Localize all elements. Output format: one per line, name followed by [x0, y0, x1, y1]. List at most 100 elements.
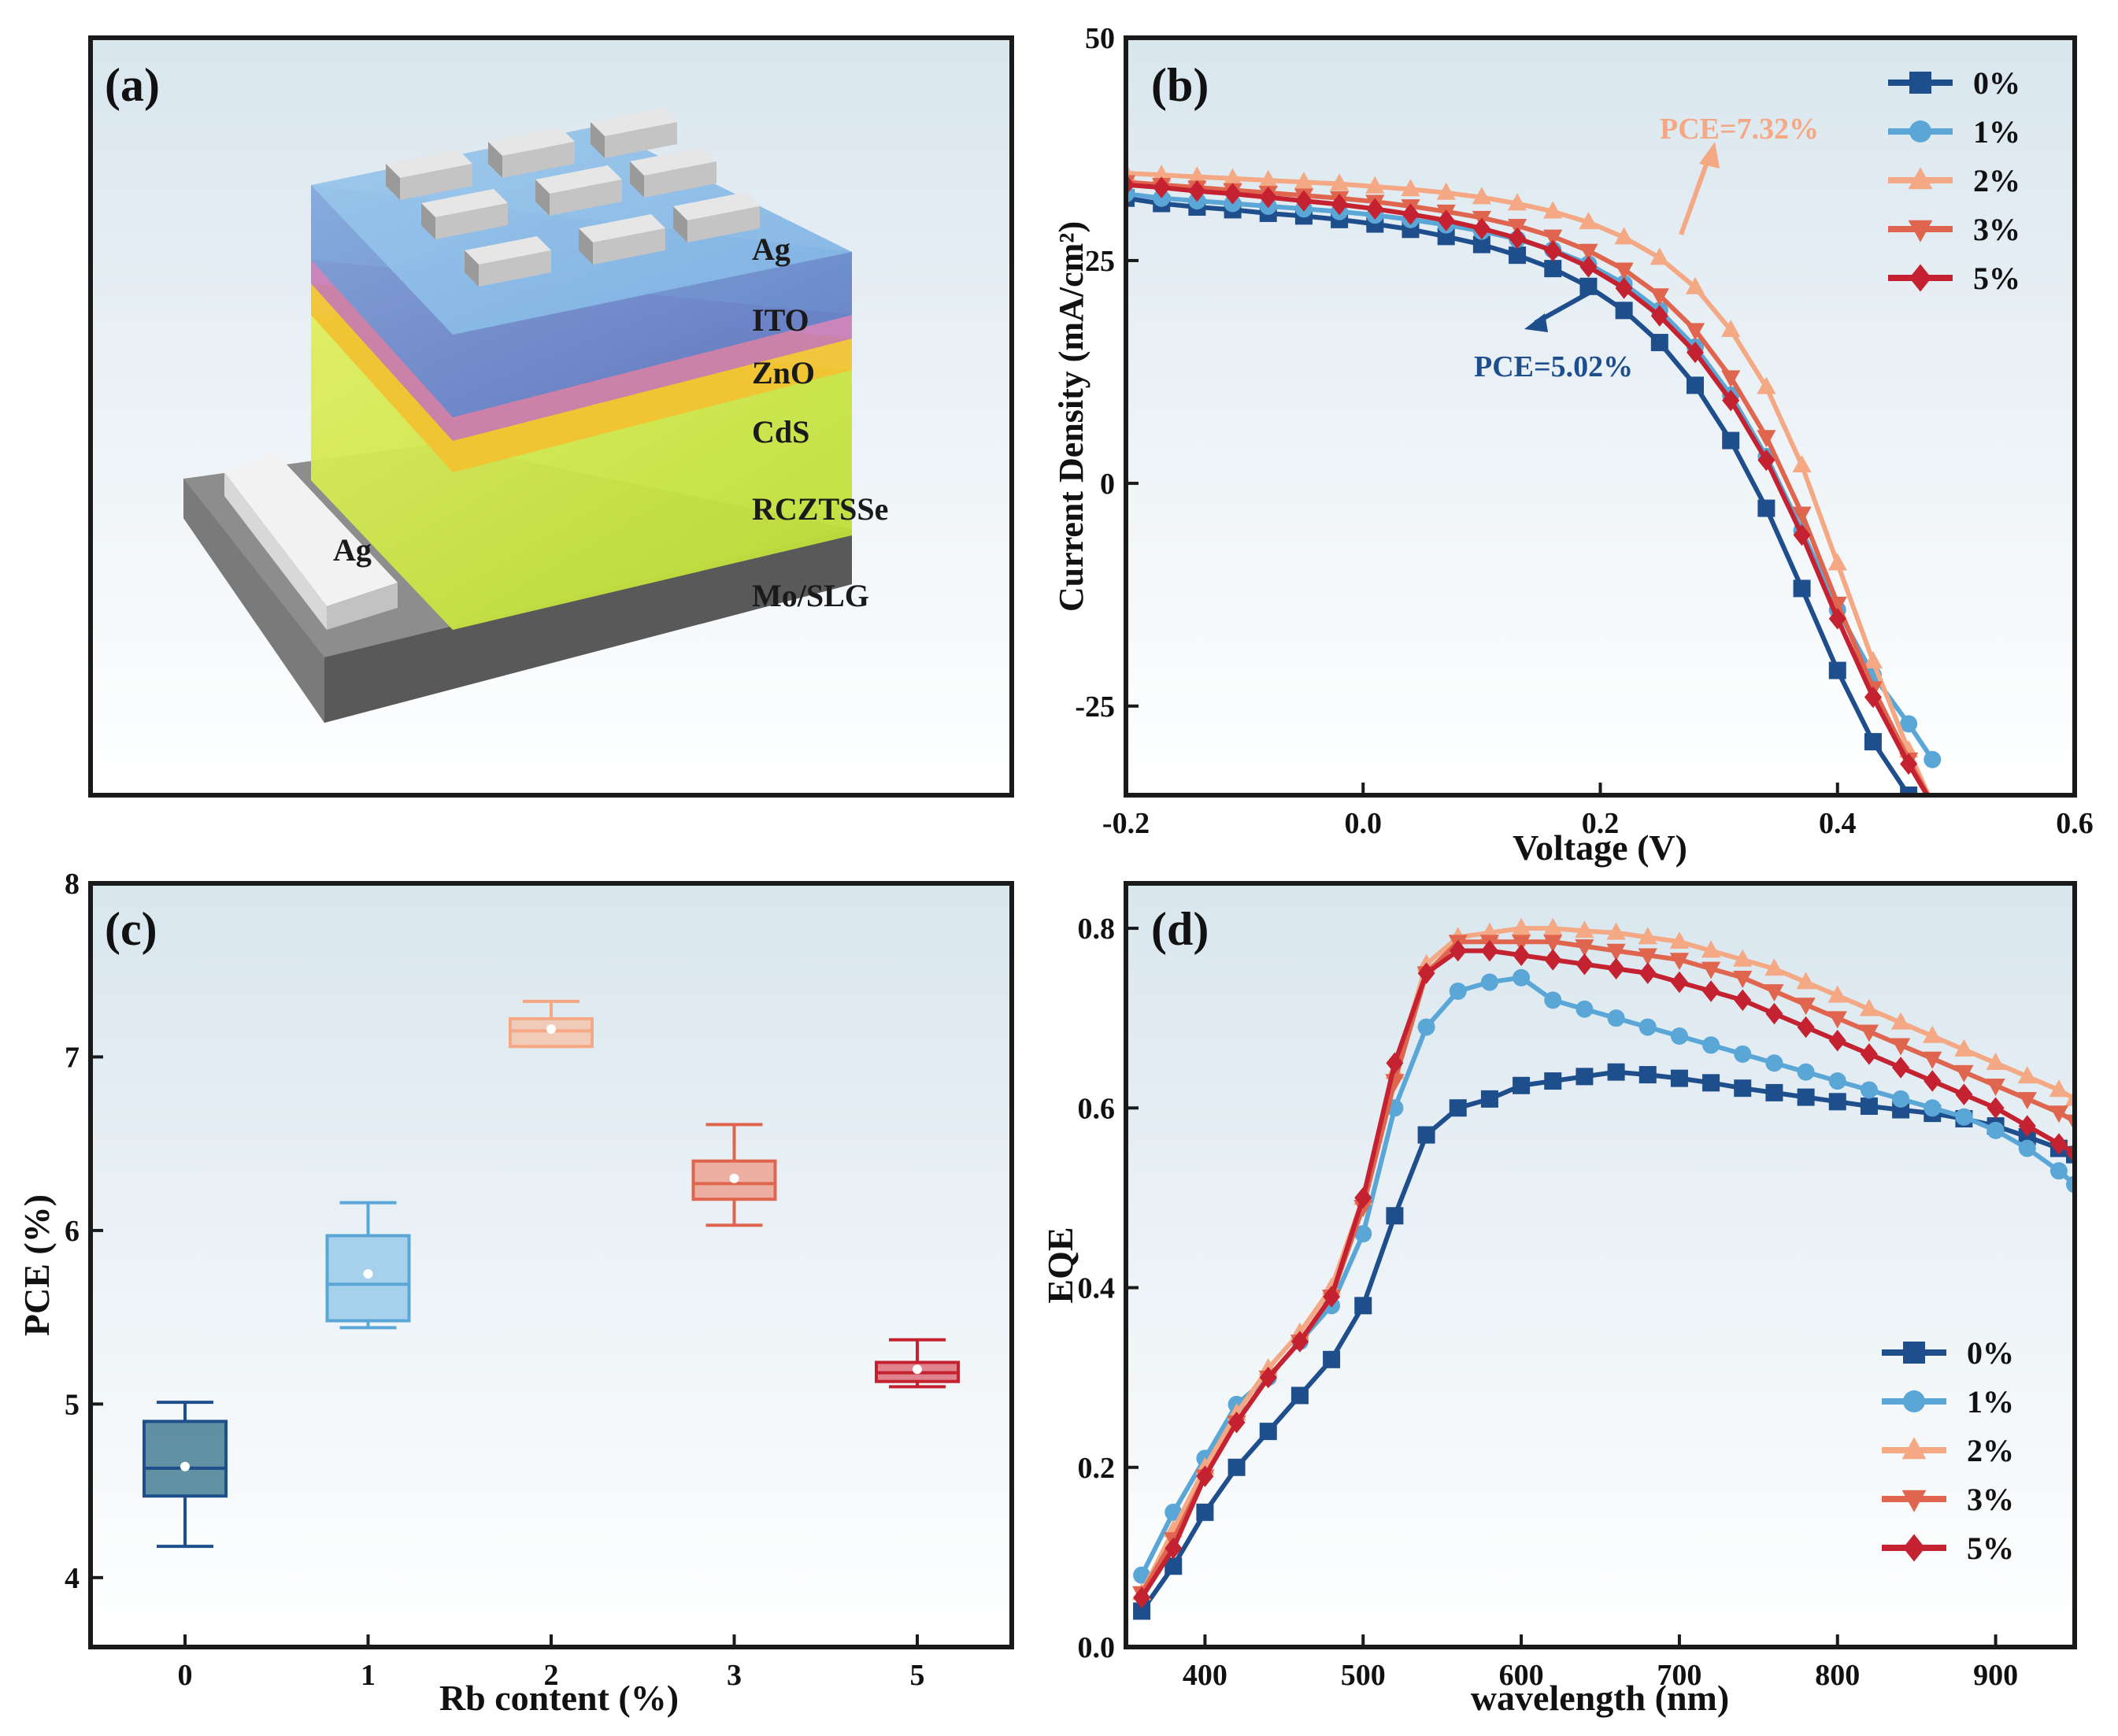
- data-point-0pct: [1513, 1076, 1531, 1094]
- data-point-0pct: [1607, 1063, 1625, 1081]
- ag-pad-side: [630, 161, 644, 198]
- data-point-5pct: [1828, 1029, 1846, 1052]
- data-point-5pct: [1331, 193, 1349, 216]
- box-mean: [729, 1173, 739, 1183]
- legend-label: 2%: [1973, 163, 2020, 198]
- data-point-1pct: [1638, 1018, 1657, 1036]
- y-tick-label: 8: [65, 868, 80, 901]
- ag-pad-top: [579, 214, 665, 242]
- y-tick-label: -25: [1075, 690, 1115, 724]
- x-tick-label: 800: [1815, 1659, 1860, 1692]
- data-point-2pct: [1863, 651, 1883, 669]
- data-point-3pct: [1954, 1064, 1974, 1083]
- ag-pad-side: [421, 203, 435, 239]
- x-tick-label: 3: [727, 1659, 742, 1692]
- data-point-1pct: [1900, 715, 1918, 733]
- data-point-1pct: [1417, 1018, 1435, 1036]
- data-point-1pct: [1480, 973, 1498, 991]
- data-point-3pct: [1638, 948, 1657, 966]
- data-point-2pct: [1650, 247, 1669, 265]
- data-point-5pct: [1437, 209, 1455, 231]
- data-point-5pct: [1259, 1366, 1277, 1389]
- data-point-0pct: [1165, 1557, 1183, 1575]
- data-point-0pct: [1417, 1126, 1435, 1144]
- legend-marker: [1909, 264, 1931, 292]
- data-point-2pct: [1764, 958, 1784, 976]
- ag-pad-top: [421, 189, 508, 217]
- data-point-3pct: [1579, 243, 1598, 261]
- data-point-5pct: [1924, 1070, 1942, 1092]
- panel-d-label: (d): [1151, 903, 1209, 955]
- data-point-0pct: [1480, 1090, 1498, 1108]
- data-point-2pct: [1472, 187, 1491, 205]
- legend-marker: [1903, 1342, 1925, 1364]
- data-point-2pct: [1511, 917, 1531, 935]
- y-tick-label: 0.2: [1078, 1452, 1116, 1485]
- data-point-0pct: [1757, 499, 1775, 517]
- ag-pad: [421, 189, 508, 239]
- panel-c: 4 5 6 7 8 0 1 2 3 5 (c) Rb content (%) PCE (%): [17, 868, 1014, 1718]
- data-point-0pct: [1864, 733, 1882, 751]
- data-point-1pct: [1924, 750, 1942, 768]
- data-point-5pct: [1290, 1331, 1309, 1353]
- data-point-1pct: [1797, 1063, 1815, 1081]
- data-point-0pct: [1615, 302, 1633, 320]
- pce-low-annotation: PCE=5.02%: [1474, 350, 1633, 383]
- y-tick-label: 0.0: [1078, 1631, 1116, 1664]
- data-point-3pct: [1792, 506, 1812, 524]
- data-point-1pct: [1702, 1036, 1720, 1054]
- y-tick-label: 25: [1085, 245, 1115, 278]
- data-point-2pct: [1436, 182, 1456, 200]
- y-tick-label: 7: [65, 1041, 80, 1074]
- ag-pad-top: [630, 147, 716, 176]
- data-point-5pct: [1607, 957, 1625, 980]
- data-point-2pct: [1401, 179, 1420, 197]
- ag-pad: [591, 108, 677, 158]
- x-tick-label: 600: [1499, 1659, 1544, 1692]
- data-point-2pct: [1721, 320, 1741, 338]
- legend-label: 0%: [1967, 1335, 2014, 1371]
- data-point-3pct: [1575, 939, 1594, 957]
- data-point-5pct: [1544, 949, 1562, 971]
- legend-marker: [1908, 167, 1933, 190]
- legend-label: 1%: [1973, 114, 2020, 150]
- data-point-3pct: [2064, 1114, 2075, 1132]
- ag-pad-side: [386, 164, 400, 200]
- box-5: [875, 1338, 960, 1389]
- data-point-2pct: [1330, 173, 1350, 191]
- data-point-5pct: [1579, 256, 1598, 278]
- data-point-5pct: [1638, 962, 1657, 984]
- data-point-0pct: [1828, 661, 1846, 679]
- panel-d-xlabel: wavelength (nm): [1471, 1678, 1729, 1718]
- panel-b-label: (b): [1151, 59, 1209, 111]
- data-point-2pct: [1294, 172, 1314, 190]
- data-point-5pct: [1793, 524, 1811, 546]
- data-point-0pct: [1722, 431, 1740, 450]
- y-tick-label: 4: [65, 1562, 80, 1595]
- data-point-5pct: [1513, 944, 1531, 967]
- data-point-5pct: [1722, 389, 1740, 412]
- series-group: [1126, 162, 1942, 795]
- data-point-3pct: [1701, 961, 1721, 979]
- panel-c-xlabel: Rb content (%): [439, 1678, 679, 1718]
- data-point-1pct: [1892, 1090, 1910, 1108]
- data-point-2pct: [2049, 1079, 2069, 1097]
- data-point-5pct: [1955, 1083, 1973, 1105]
- data-point-0pct: [1386, 1207, 1404, 1225]
- legend-label: 1%: [1967, 1384, 2014, 1420]
- data-point-3pct: [1721, 370, 1741, 388]
- x-tick-label: 0.2: [1582, 807, 1620, 840]
- ag-pad-front: [644, 161, 716, 198]
- data-point-0pct: [1765, 1083, 1783, 1101]
- data-point-3pct: [1986, 1078, 2005, 1096]
- ag-pad-side: [591, 122, 605, 158]
- data-point-1pct: [1955, 1108, 1973, 1126]
- data-point-0pct: [1793, 579, 1811, 598]
- data-point-0pct: [1670, 1069, 1688, 1087]
- legend-label: 3%: [1973, 212, 2020, 247]
- data-point-0pct: [1449, 1099, 1467, 1117]
- legend-label: 2%: [1967, 1433, 2014, 1468]
- box-iqr: [143, 1420, 228, 1498]
- ag-pad-side: [673, 206, 687, 242]
- data-point-5pct: [1860, 1043, 1878, 1065]
